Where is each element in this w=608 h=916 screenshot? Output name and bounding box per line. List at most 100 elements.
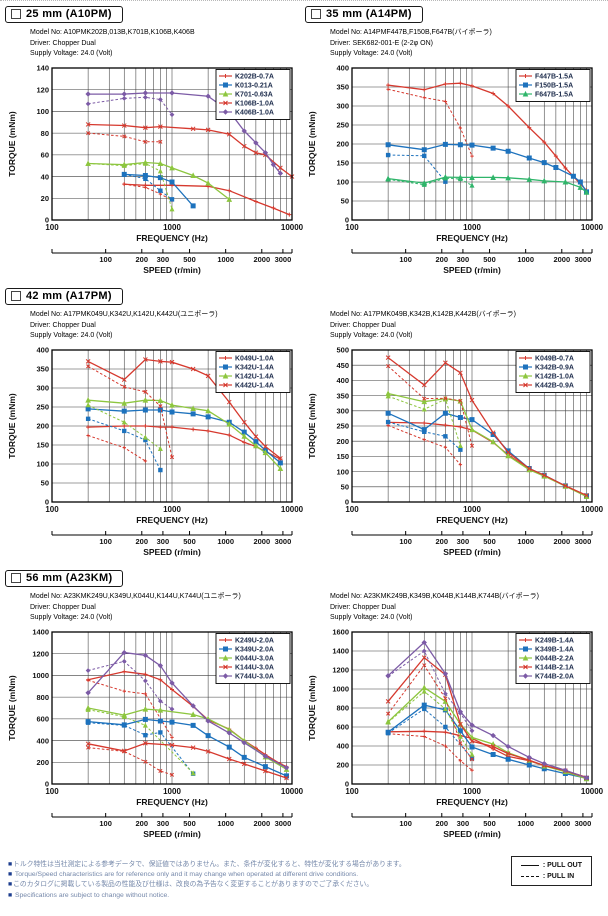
svg-text:K744B-2.0A: K744B-2.0A bbox=[535, 673, 574, 680]
supply-voltage-line: Supply Voltage: 24.0 (Volt) bbox=[330, 614, 413, 621]
model-no-line: Model No: A23KMK249U,K349U,K044U,K144U,K… bbox=[30, 593, 241, 600]
svg-text:K342B-0.9A: K342B-0.9A bbox=[535, 364, 574, 371]
svg-text:200: 200 bbox=[336, 436, 349, 445]
series-K342U-1.4A bbox=[85, 405, 283, 472]
axes: 0 200 400 600 800 1000 1200 1400 1600 100 1000 1000… bbox=[307, 627, 604, 806]
svg-text:100: 100 bbox=[399, 537, 412, 546]
svg-text:K144B-2.1A: K144B-2.1A bbox=[535, 664, 574, 671]
chart-legend: K202B-0.7A K013-0.21A K701-0.63A K106B-1.0A… bbox=[215, 68, 291, 120]
chart-panel-5: 56 mm (A23KM) Model No: A23KMK249U,K349U… bbox=[4, 570, 304, 852]
svg-text:3000: 3000 bbox=[275, 537, 292, 546]
svg-text:50: 50 bbox=[41, 478, 49, 487]
svg-text:1000: 1000 bbox=[163, 505, 181, 514]
pull-in-label: : PULL IN bbox=[542, 873, 575, 880]
section-title: 25 mm (A10PM) bbox=[26, 8, 112, 20]
model-info: Model No: A17PMK049B,K342B,K142B,K442B(バ… bbox=[330, 310, 604, 342]
svg-text:10000: 10000 bbox=[281, 223, 304, 232]
series-group bbox=[385, 354, 590, 499]
svg-text:K701-0.63A: K701-0.63A bbox=[235, 91, 273, 98]
svg-text:200: 200 bbox=[136, 537, 149, 546]
supply-voltage-line: Supply Voltage: 24.0 (Volt) bbox=[330, 50, 413, 57]
svg-text:10000: 10000 bbox=[581, 223, 604, 232]
section-title-row: 42 mm (A17PM) bbox=[4, 288, 304, 308]
svg-text:200: 200 bbox=[136, 819, 149, 828]
svg-text:150: 150 bbox=[336, 452, 349, 461]
svg-text:1600: 1600 bbox=[332, 627, 349, 636]
model-no-line: Model No: A14PMF447B,F150B,F647B(バイポーラ) bbox=[330, 29, 492, 36]
svg-text:FREQUENCY (Hz): FREQUENCY (Hz) bbox=[436, 515, 508, 525]
model-no-line: Model No: A23KMK249B,K349B,K044B,K144B,K… bbox=[330, 593, 539, 600]
series-K142U-1.4A bbox=[85, 396, 284, 471]
driver-line: Driver: Chopper Dual bbox=[30, 39, 96, 47]
supply-voltage-line: Supply Voltage: 24.0 (Volt) bbox=[30, 50, 113, 57]
svg-text:FREQUENCY (Hz): FREQUENCY (Hz) bbox=[436, 797, 508, 807]
svg-text:450: 450 bbox=[336, 360, 349, 369]
series-K202B-0.7A bbox=[122, 181, 292, 217]
svg-text:0: 0 bbox=[45, 215, 49, 224]
svg-text:1000: 1000 bbox=[517, 537, 534, 546]
solid-line-icon bbox=[520, 865, 539, 866]
svg-text:SPEED (r/min): SPEED (r/min) bbox=[443, 547, 501, 557]
svg-text:3000: 3000 bbox=[575, 255, 592, 264]
svg-text:600: 600 bbox=[336, 722, 349, 731]
svg-text:100: 100 bbox=[99, 537, 112, 546]
model-info: Model No: A14PMF447B,F150B,F647B(バイポーラ) … bbox=[330, 28, 604, 60]
svg-text:SPEED (r/min): SPEED (r/min) bbox=[143, 265, 201, 275]
svg-text:2000: 2000 bbox=[553, 819, 570, 828]
pull-in-legend-row: : PULL IN bbox=[520, 871, 582, 882]
svg-text:0: 0 bbox=[345, 497, 349, 506]
svg-text:TORQUE (mNm): TORQUE (mNm) bbox=[7, 675, 17, 741]
svg-text:300: 300 bbox=[157, 819, 170, 828]
chart-panel-6: Model No: A23KMK249B,K349B,K044B,K144B,K… bbox=[304, 570, 604, 852]
axes: 0 50 100 150 200 250 300 350 400 450 500 100 1000 100… bbox=[307, 345, 604, 524]
svg-text:350: 350 bbox=[336, 82, 349, 91]
series-K744B-2.0A bbox=[385, 639, 590, 781]
svg-text:1000: 1000 bbox=[463, 787, 481, 796]
chart-grid: 25 mm (A10PM) Model No: A10PMK202B,013B,… bbox=[4, 6, 604, 852]
svg-text:250: 250 bbox=[36, 402, 49, 411]
svg-text:100: 100 bbox=[45, 787, 59, 796]
section-title: 42 mm (A17PM) bbox=[26, 290, 112, 302]
axes: 0 200 400 600 800 1000 1200 1400 100 1000 10000 FRE… bbox=[7, 627, 304, 806]
svg-text:400: 400 bbox=[336, 63, 349, 72]
chart-panel-3: 42 mm (A17PM) Model No: A17PMK049U,K342U… bbox=[4, 288, 304, 570]
svg-text:1000: 1000 bbox=[217, 537, 234, 546]
svg-text:1000: 1000 bbox=[332, 684, 349, 693]
section-title-row: 35 mm (A14PM) bbox=[304, 6, 604, 26]
svg-text:200: 200 bbox=[36, 421, 49, 430]
torque-frequency-chart-2: 0 50 100 150 200 250 300 350 400 100 1000 10000 FREQ… bbox=[307, 63, 604, 274]
section-title: 56 mm (A23KM) bbox=[26, 572, 113, 584]
svg-text:TORQUE (mNm): TORQUE (mNm) bbox=[307, 675, 317, 741]
model-info: Model No: A23KMK249B,K349B,K044B,K144B,K… bbox=[330, 592, 604, 624]
svg-text:300: 300 bbox=[36, 383, 49, 392]
svg-text:K144U-3.0A: K144U-3.0A bbox=[235, 664, 274, 671]
svg-text:100: 100 bbox=[399, 819, 412, 828]
svg-text:10000: 10000 bbox=[581, 505, 604, 514]
svg-text:1000: 1000 bbox=[217, 819, 234, 828]
svg-text:100: 100 bbox=[345, 223, 359, 232]
speed-axis: 100 200 300 500 1000 2000 3000 SPEED (r/min) bbox=[51, 248, 293, 275]
svg-text:0: 0 bbox=[345, 779, 349, 788]
svg-text:1000: 1000 bbox=[517, 255, 534, 264]
checkbox-icon bbox=[11, 573, 21, 583]
grid bbox=[352, 349, 592, 502]
dashed-line-icon bbox=[520, 876, 539, 877]
model-info: Model No: A23KMK249U,K349U,K044U,K144U,K… bbox=[30, 592, 304, 624]
footnote-text: トルク特性は当社測定による参考データで、保証値ではありません。また、条件が変化す… bbox=[13, 861, 406, 868]
svg-text:K049U-1.0A: K049U-1.0A bbox=[235, 355, 274, 362]
svg-text:3000: 3000 bbox=[275, 819, 292, 828]
footnote: ■トルク特性は当社測定による参考データで、保証値ではありません。また、条件が変化… bbox=[8, 860, 492, 870]
bullet-icon: ■ bbox=[8, 891, 13, 899]
svg-text:10000: 10000 bbox=[281, 787, 304, 796]
series-K442U-1.4A bbox=[85, 356, 283, 461]
svg-text:K744U-3.0A: K744U-3.0A bbox=[235, 673, 274, 680]
svg-text:F150B-1.5A: F150B-1.5A bbox=[535, 82, 573, 89]
torque-frequency-chart-5: 0 200 400 600 800 1000 1200 1400 100 1000 10000 FRE… bbox=[7, 627, 304, 839]
chart-panel-1: 25 mm (A10PM) Model No: A10PMK202B,013B,… bbox=[4, 6, 304, 288]
svg-text:300: 300 bbox=[457, 537, 470, 546]
footnotes: ■ トルク特性は当社測定による参考データで、保証値ではありません。また、条件が変化… bbox=[8, 860, 492, 901]
svg-text:SPEED (r/min): SPEED (r/min) bbox=[143, 829, 201, 839]
series-K144U-3.0A bbox=[85, 740, 289, 780]
speed-axis: 100 200 300 500 1000 2000 3000 SPEED (r/min) bbox=[351, 812, 593, 839]
